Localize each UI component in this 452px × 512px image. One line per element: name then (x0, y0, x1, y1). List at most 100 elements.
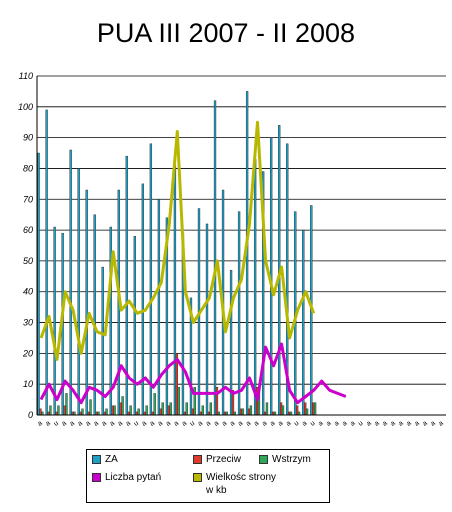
bar-przeciw (167, 405, 170, 416)
bar-wstrzym (81, 408, 84, 416)
x-tick-label: a (221, 420, 228, 428)
x-tick-label: u (293, 420, 300, 428)
legend-label-liczba: Liczba pytań (105, 472, 162, 483)
series-line-liczba-pytań (39, 342, 347, 405)
x-tick-label: a (269, 420, 276, 428)
x-tick-label: a (149, 420, 156, 428)
bar-przeciw (295, 405, 299, 416)
y-tick-label: 50 (23, 256, 33, 266)
x-tick-label: a (430, 420, 437, 428)
x-tick-label: a (157, 420, 164, 428)
bar-za (93, 214, 96, 416)
x-tick-label: a (205, 420, 212, 428)
x-tick-label: a (301, 420, 308, 428)
x-tick-label: a (397, 420, 404, 428)
bar-wstrzym (153, 393, 156, 416)
bar-wstrzym (113, 405, 116, 416)
legend-label-wielkosc-2: w kb (206, 485, 227, 496)
x-tick-label: a (165, 420, 172, 428)
bar-wstrzym (201, 405, 204, 416)
bar-wstrzym (121, 396, 124, 416)
bar-przeciw (111, 405, 114, 416)
x-tick-label: a (61, 420, 68, 428)
axes (36, 76, 446, 416)
y-tick-label: 30 (23, 318, 33, 328)
x-tick-label: a (365, 420, 372, 428)
bar-przeciw (63, 405, 66, 416)
x-tick-label: a (438, 420, 445, 428)
bar-wstrzym (89, 399, 92, 416)
bar-wstrzym (161, 402, 164, 416)
x-tick-label: a (213, 420, 220, 428)
x-tick-label: a (341, 420, 348, 428)
x-tick-label: a (381, 420, 388, 428)
bar-wstrzym (169, 402, 172, 416)
bar-wstrzym (177, 387, 180, 416)
y-tick-label: 90 (23, 133, 33, 143)
bar-wstrzym (313, 402, 317, 416)
bar-za (173, 165, 177, 416)
legend-swatch-przeciw (193, 455, 202, 464)
bar-przeciw (247, 408, 251, 416)
bar-wstrzym (241, 408, 245, 416)
legend-swatch-liczba (92, 473, 101, 482)
bar-wstrzym (57, 405, 60, 416)
y-tick-label: 110 (19, 71, 33, 81)
chart-title: PUA III 2007 - II 2008 (96, 18, 356, 48)
grid-lines (37, 75, 446, 416)
bar-wstrzym (265, 402, 269, 416)
bar-wstrzym (105, 408, 108, 416)
bar-przeciw (239, 408, 243, 416)
x-tick-label: a (245, 420, 252, 428)
x-tick-label: a (181, 420, 188, 428)
bar-wstrzym (185, 402, 188, 416)
legend-label-przeciw: Przeciw (206, 454, 242, 465)
x-tick-label: u (309, 420, 316, 428)
bar-wstrzym (129, 405, 132, 416)
series-line-wielkośc-strony-w-kb (39, 120, 316, 361)
x-tick-label: a (229, 420, 236, 428)
legend-swatch-wstrzym (259, 455, 268, 464)
bar-za (45, 109, 48, 416)
x-tick-label: a (101, 420, 108, 428)
bar-przeciw (119, 402, 122, 416)
y-axis-ticks: 0 10 20 30 40 50 60 70 80 90 100 110 (18, 71, 33, 420)
x-tick-label: a (253, 420, 260, 428)
x-tick-label: u (357, 420, 364, 428)
bar-przeciw (39, 408, 42, 416)
bar-wstrzym (281, 405, 285, 416)
bar-przeciw (303, 402, 307, 416)
y-tick-label: 10 (23, 379, 33, 389)
bar-za (53, 226, 56, 416)
x-tick-label: a (389, 420, 396, 428)
x-tick-label: a (125, 420, 132, 428)
bar-przeciw (175, 353, 178, 416)
x-tick-label: a (69, 420, 76, 428)
bar-wstrzym (65, 393, 68, 416)
bar-wstrzym (249, 405, 253, 416)
bar-za (253, 159, 257, 416)
y-tick-label: 70 (23, 194, 33, 204)
x-tick-label: a (37, 420, 44, 428)
series-lines (39, 120, 347, 405)
bar-za (69, 149, 72, 416)
bar-za (205, 223, 209, 416)
x-tick-label: a (333, 420, 340, 428)
bar-wstrzym (209, 402, 212, 416)
y-tick-label: 0 (28, 410, 33, 420)
bar-wstrzym (145, 405, 148, 416)
x-tick-label: u (133, 420, 140, 428)
x-tick-label: a (421, 420, 428, 428)
bar-za (85, 189, 88, 416)
x-tick-label: a (317, 420, 324, 428)
bar-wstrzym (305, 408, 309, 416)
bar-przeciw (279, 402, 283, 416)
y-tick-label: 80 (23, 163, 33, 173)
x-tick-label: a (197, 420, 204, 428)
x-tick-label: a (285, 420, 292, 428)
bar-za (157, 199, 161, 416)
bar-za (133, 236, 136, 416)
y-tick-label: 60 (23, 225, 33, 235)
